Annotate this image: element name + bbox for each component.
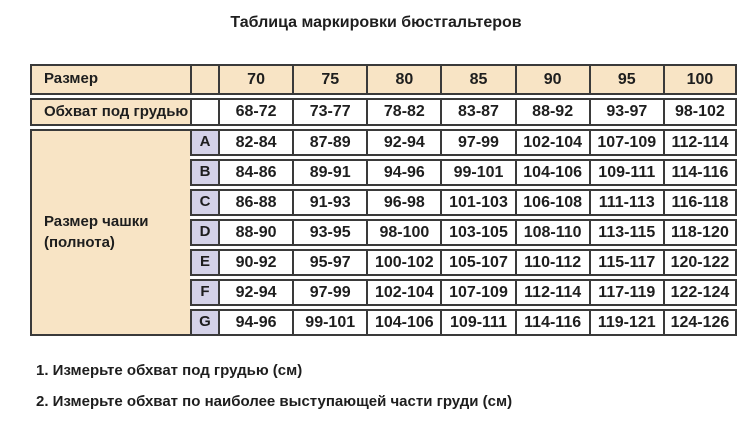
size-col-header: 75 <box>292 64 367 95</box>
size-col-header: 100 <box>662 64 737 95</box>
corner-cell-size <box>190 64 218 95</box>
underbust-value-cell: 93-97 <box>588 98 663 126</box>
size-col-header: 70 <box>218 64 293 95</box>
cup-value-cell: 100-102 <box>366 249 441 276</box>
measurement-instructions: 1. Измерьте обхват под грудью (см) 2. Из… <box>36 362 752 410</box>
cup-value-cell: 107-109 <box>588 129 663 156</box>
footnote-1: 1. Измерьте обхват под грудью (см) <box>36 362 303 379</box>
cup-value-cell: 113-115 <box>588 219 663 246</box>
cup-value-cell: 95-97 <box>292 249 367 276</box>
underbust-value-cell: 98-102 <box>662 98 737 126</box>
cup-value-cell: 106-108 <box>514 189 589 216</box>
cup-value-cell: 124-126 <box>662 309 737 336</box>
cup-value-cell: 89-91 <box>292 159 367 186</box>
cup-value-cell: 92-94 <box>218 279 293 306</box>
cup-value-cell: 86-88 <box>218 189 293 216</box>
cup-value-cell: 122-124 <box>662 279 737 306</box>
cup-value-cell: 104-106 <box>366 309 441 336</box>
cup-value-cell: 117-119 <box>588 279 663 306</box>
cup-value-cell: 115-117 <box>588 249 663 276</box>
cup-value-cell: 105-107 <box>440 249 515 276</box>
cup-letter-cell: B <box>190 159 218 186</box>
cup-value-cell: 98-100 <box>366 219 441 246</box>
cup-value-cell: 97-99 <box>292 279 367 306</box>
table-title: Таблица маркировки бюстгальтеров <box>230 14 522 31</box>
cup-value-cell: 104-106 <box>514 159 589 186</box>
cup-value-cell: 118-120 <box>662 219 737 246</box>
cup-value-cell: 91-93 <box>292 189 367 216</box>
cup-value-cell: 111-113 <box>588 189 663 216</box>
cup-value-cell: 99-101 <box>292 309 367 336</box>
cup-value-cell: 114-116 <box>662 159 737 186</box>
cup-value-cell: 114-116 <box>514 309 589 336</box>
underbust-value-cell: 73-77 <box>292 98 367 126</box>
cup-value-cell: 116-118 <box>662 189 737 216</box>
size-col-header: 90 <box>514 64 589 95</box>
bra-size-table: Размер 70 75 80 85 90 95 100 Обхват под … <box>30 64 737 336</box>
cup-letter-cell: C <box>190 189 218 216</box>
cup-letter-cell: F <box>190 279 218 306</box>
cup-value-cell: 103-105 <box>440 219 515 246</box>
cup-value-cell: 101-103 <box>440 189 515 216</box>
corner-cell-underbust <box>190 98 218 126</box>
cup-value-cell: 109-111 <box>440 309 515 336</box>
cup-value-cell: 92-94 <box>366 129 441 156</box>
cup-value-cell: 112-114 <box>514 279 589 306</box>
size-col-header: 80 <box>366 64 441 95</box>
cup-value-cell: 109-111 <box>588 159 663 186</box>
cup-size-label: Размер чашки (полнота) <box>30 129 190 336</box>
underbust-value-cell: 68-72 <box>218 98 293 126</box>
underbust-value-cell: 78-82 <box>366 98 441 126</box>
underbust-value-cell: 83-87 <box>440 98 515 126</box>
cup-value-cell: 108-110 <box>514 219 589 246</box>
cup-value-cell: 94-96 <box>218 309 293 336</box>
cup-value-cell: 84-86 <box>218 159 293 186</box>
footnote-2: 2. Измерьте обхват по наиболее выступающ… <box>36 393 513 410</box>
cup-value-cell: 99-101 <box>440 159 515 186</box>
cup-value-cell: 102-104 <box>514 129 589 156</box>
cup-letter-cell: A <box>190 129 218 156</box>
cup-value-cell: 110-112 <box>514 249 589 276</box>
cup-value-cell: 119-121 <box>588 309 663 336</box>
cup-value-cell: 102-104 <box>366 279 441 306</box>
cup-value-cell: 120-122 <box>662 249 737 276</box>
size-row-label: Размер <box>30 64 190 95</box>
underbust-row-label: Обхват под грудью <box>30 98 190 126</box>
cup-value-cell: 107-109 <box>440 279 515 306</box>
cup-letter-cell: G <box>190 309 218 336</box>
size-col-header: 85 <box>440 64 515 95</box>
cup-value-cell: 93-95 <box>292 219 367 246</box>
cup-value-cell: 96-98 <box>366 189 441 216</box>
cup-value-cell: 87-89 <box>292 129 367 156</box>
cup-value-cell: 90-92 <box>218 249 293 276</box>
cup-value-cell: 88-90 <box>218 219 293 246</box>
cup-value-cell: 82-84 <box>218 129 293 156</box>
underbust-value-cell: 88-92 <box>514 98 589 126</box>
size-col-header: 95 <box>588 64 663 95</box>
cup-value-cell: 112-114 <box>662 129 737 156</box>
cup-value-cell: 94-96 <box>366 159 441 186</box>
cup-letter-cell: E <box>190 249 218 276</box>
cup-value-cell: 97-99 <box>440 129 515 156</box>
cup-letter-cell: D <box>190 219 218 246</box>
